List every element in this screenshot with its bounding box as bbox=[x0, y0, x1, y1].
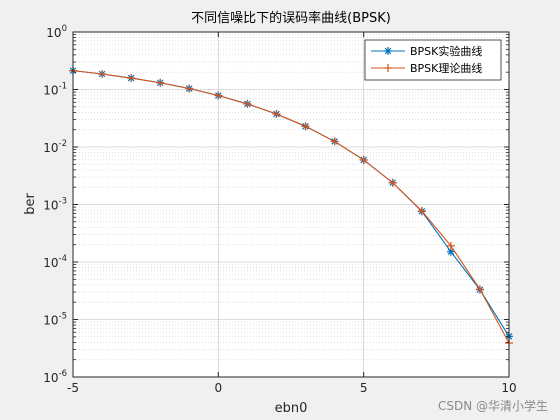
data-point-series-2 bbox=[446, 241, 455, 250]
legend: BPSK实验曲线 BPSK理论曲线 bbox=[364, 39, 502, 81]
data-point-series-2 bbox=[388, 178, 397, 187]
y-tick-label: 10-2 bbox=[43, 139, 67, 155]
x-tick-label: 10 bbox=[501, 381, 516, 395]
legend-label: BPSK理论曲线 bbox=[410, 61, 482, 75]
x-tick-label: -5 bbox=[67, 381, 79, 395]
legend-label: BPSK实验曲线 bbox=[410, 44, 482, 58]
chart-title: 不同信噪比下的误码率曲线(BPSK) bbox=[191, 10, 391, 26]
data-point-series-2 bbox=[156, 78, 165, 87]
y-tick-label: 100 bbox=[46, 24, 67, 40]
tick-layer: 10-6 10-5 10-4 10-3 10-2 10-1 100 -5 0 5 10 bbox=[43, 24, 516, 395]
marker-stroke bbox=[384, 47, 392, 55]
data-point-series-2 bbox=[359, 155, 368, 164]
legend-marker bbox=[384, 47, 392, 55]
y-tick-label: 10-3 bbox=[43, 197, 67, 213]
data-point-series-2 bbox=[301, 122, 310, 131]
x-axis-label: ebn0 bbox=[275, 401, 308, 416]
data-point-series-2 bbox=[214, 91, 223, 100]
x-tick-label: 0 bbox=[215, 381, 223, 395]
data-point-series-2 bbox=[185, 84, 194, 93]
data-point-series-2 bbox=[475, 285, 484, 294]
series-layer bbox=[69, 66, 513, 348]
watermark: CSDN @华清小学生 bbox=[437, 399, 548, 413]
legend-marker bbox=[384, 64, 392, 72]
y-tick-label: 10-6 bbox=[43, 369, 67, 385]
data-point-series-2 bbox=[98, 70, 107, 79]
data-point-series-2 bbox=[127, 74, 136, 83]
data-point-series-2 bbox=[417, 206, 426, 215]
y-tick-label: 10-4 bbox=[43, 254, 67, 270]
legend-box bbox=[364, 39, 502, 81]
data-point-series-2 bbox=[272, 109, 281, 118]
y-axis-label: ber bbox=[23, 193, 38, 215]
y-tick-label: 10-1 bbox=[43, 82, 67, 98]
marker-stroke bbox=[447, 248, 455, 256]
data-point-series-2 bbox=[330, 137, 339, 146]
series-line-2 bbox=[72, 70, 510, 344]
data-point-series-2 bbox=[243, 99, 252, 108]
x-tick-label: 5 bbox=[360, 381, 368, 395]
y-tick-label: 10-5 bbox=[43, 312, 67, 328]
grid-layer bbox=[72, 31, 510, 378]
